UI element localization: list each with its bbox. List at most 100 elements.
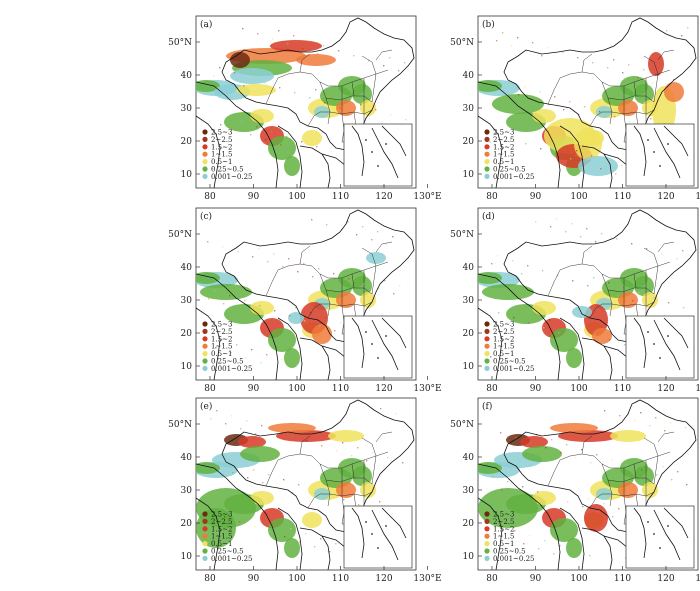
lat-tick-label: 10 [181,552,193,562]
legend-swatch [484,526,490,532]
lon-tick-label: 110 [332,384,349,394]
legend: 2.5~32~2.51.5~21~1.50.5~10.25~0.50.001~0… [484,511,535,563]
legend-swatch [484,365,490,371]
panel-label: (f) [482,401,492,412]
legend-swatch [484,129,490,135]
lat-tick-label: 30 [181,486,193,496]
legend-label: 2~2.5 [211,518,232,526]
lon-tick-label: 90 [530,192,542,202]
lon-tick-label: 90 [248,574,260,584]
map-panel-d: (d) 10 20 30 40 50°N 80 90 100 110 120 130°E 2.5~32~… [450,207,700,394]
legend-label: 2~2.5 [493,518,514,526]
field-patch [566,538,582,558]
lat-tick-label: 50°N [450,230,474,240]
lat-tick-label: 10 [181,170,193,180]
lon-tick-label: 130°E [695,192,700,202]
lon-tick-label: 130°E [413,192,441,202]
lat-tick-label: 30 [463,486,475,496]
legend-label: 2~2.5 [211,328,232,336]
legend-label: 1.5~2 [211,143,232,151]
legend-swatch [202,129,208,135]
legend-swatch [484,166,490,172]
lon-tick-label: 90 [248,384,260,394]
lon-tick-label: 100 [570,192,587,202]
lat-tick-label: 30 [463,296,475,306]
lon-tick-label: 80 [204,574,216,584]
legend-label: 0.001~0.25 [211,555,253,563]
field-patch [558,430,618,442]
legend-swatch [202,358,208,364]
legend-swatch [484,321,490,327]
field-patch [618,292,638,308]
field-patch [200,284,252,300]
field-patch [284,156,300,176]
legend-label: 0.25~0.5 [493,358,526,366]
legend-label: 1~1.5 [493,151,514,159]
legend-swatch [202,533,208,539]
legend-swatch [202,166,208,172]
legend-label: 0.5~1 [211,350,232,358]
lon-tick-label: 120 [657,384,674,394]
legend: 2.5~32~2.51.5~21~1.50.5~10.25~0.50.001~0… [484,321,535,373]
field-patch [250,301,274,315]
field-patch [230,52,250,68]
legend: 2.5~32~2.51.5~21~1.50.5~10.25~0.50.001~0… [202,511,253,563]
legend-label: 1~1.5 [211,151,232,159]
legend-swatch [202,321,208,327]
legend-swatch [202,136,208,142]
legend-swatch [484,358,490,364]
legend-swatch [202,336,208,342]
lon-tick-label: 90 [530,384,542,394]
lat-tick-label: 30 [181,104,193,114]
field-patch [250,109,274,123]
legend-swatch [484,518,490,524]
lat-tick-label: 40 [181,453,193,463]
lon-tick-label: 130°E [695,574,700,584]
field-patch [522,446,562,462]
field-patch [328,430,364,442]
lat-tick-label: 10 [463,552,475,562]
legend: 2.5~32~2.51.5~21~1.50.5~10.25~0.50.001~0… [202,129,253,181]
panel-label: (e) [200,401,212,412]
legend-label: 0.001~0.25 [493,555,535,563]
lat-tick-label: 40 [181,71,193,81]
lon-tick-label: 110 [614,384,631,394]
legend-label: 0.25~0.5 [211,548,244,556]
field-patch [284,538,300,558]
legend-swatch [202,518,208,524]
legend-swatch [484,541,490,547]
legend-swatch [202,159,208,165]
lon-tick-label: 110 [614,192,631,202]
legend-label: 0.001~0.25 [493,365,535,373]
field-patch [312,324,332,344]
legend-label: 1.5~2 [211,335,232,343]
field-patch [276,430,336,442]
legend-label: 2.5~3 [493,129,514,137]
legend-swatch [202,173,208,179]
lon-tick-label: 90 [248,192,260,202]
lon-tick-label: 80 [486,384,498,394]
field-patch [336,292,356,308]
panel-label: (b) [482,19,495,30]
lon-tick-label: 130°E [413,384,441,394]
lat-tick-label: 30 [463,104,475,114]
lon-tick-label: 80 [486,574,498,584]
field-patch [618,100,638,116]
field-patch [618,482,638,498]
lon-tick-label: 120 [375,192,392,202]
field-patch [288,312,304,324]
legend-label: 0.5~1 [493,158,514,166]
legend-label: 0.25~0.5 [493,166,526,174]
legend-label: 1~1.5 [493,533,514,541]
lat-tick-label: 20 [181,137,193,147]
legend-label: 0.5~1 [493,540,514,548]
legend-swatch [202,343,208,349]
legend-label: 2~2.5 [493,328,514,336]
legend-swatch [484,151,490,157]
lat-tick-label: 40 [463,71,475,81]
lon-tick-label: 120 [657,192,674,202]
map-panel-b: (b) 10 20 30 40 50°N 80 90 100 110 120 130°E 2.5~32~… [450,15,700,202]
field-patch [352,84,372,104]
field-patch [584,504,608,532]
